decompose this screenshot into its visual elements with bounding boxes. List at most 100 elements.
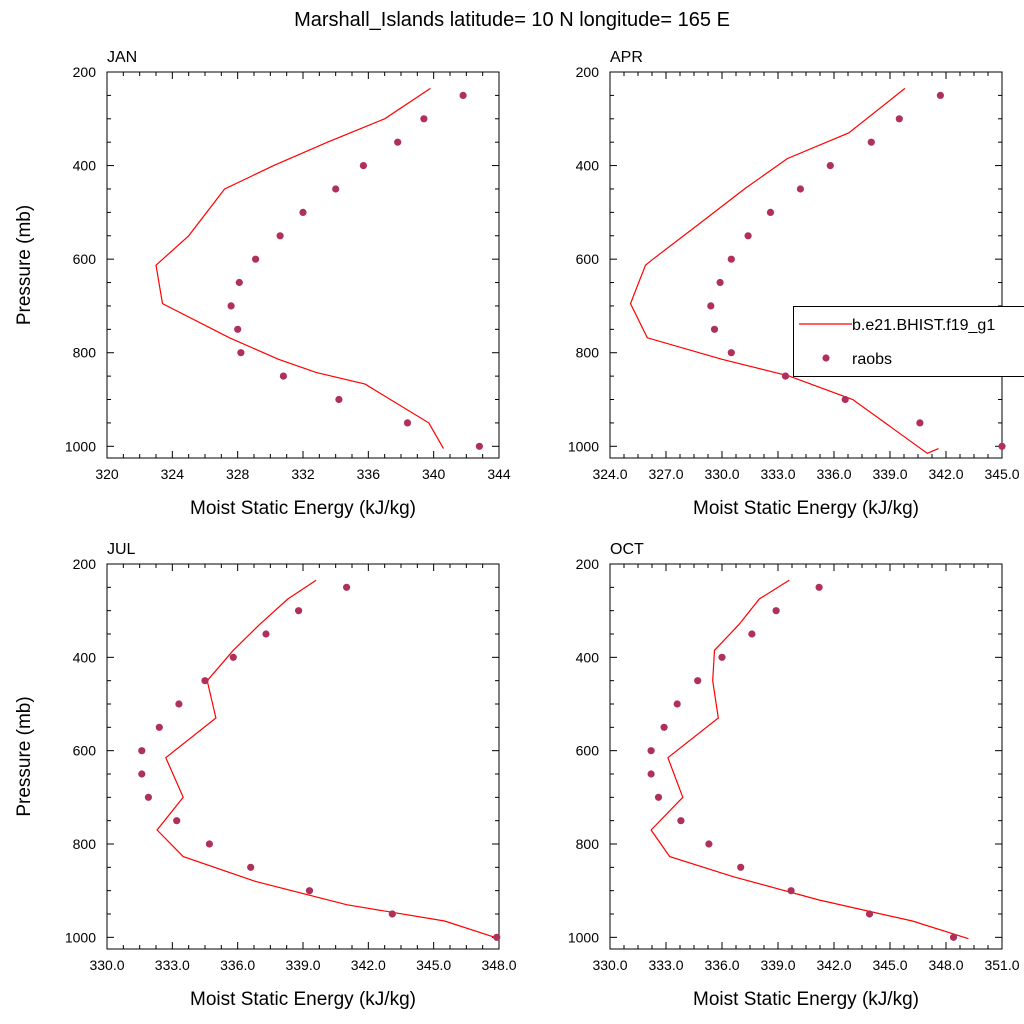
raobs-point bbox=[744, 232, 752, 240]
panel-label: OCT bbox=[610, 541, 644, 558]
raobs-point bbox=[936, 91, 945, 99]
y-axis-label: Pressure (mb) bbox=[14, 205, 35, 325]
raobs-point bbox=[748, 630, 756, 638]
panels: 320 324 328 332 336 340 344 200 400 600 800 1000 JAN… bbox=[14, 49, 1024, 1010]
x-tick-label: 333.0 bbox=[648, 957, 683, 973]
x-tick-label: 336.0 bbox=[220, 957, 255, 973]
raobs-point bbox=[229, 653, 237, 661]
raobs-point bbox=[295, 607, 303, 615]
raobs-point bbox=[895, 115, 903, 123]
x-tick-label: 320 bbox=[95, 466, 119, 482]
raobs-point bbox=[403, 419, 412, 427]
y-tick-label: 800 bbox=[73, 345, 97, 361]
x-tick-label: 333.0 bbox=[155, 957, 190, 973]
raobs-point bbox=[279, 372, 287, 380]
raobs-point bbox=[173, 817, 181, 825]
raobs-point bbox=[916, 419, 924, 427]
raobs-point bbox=[716, 278, 724, 287]
raobs-point bbox=[138, 770, 146, 778]
raobs-point bbox=[262, 630, 270, 638]
x-tick-label: 339.0 bbox=[285, 957, 320, 973]
y-tick-label: 200 bbox=[576, 556, 600, 572]
plot-frame bbox=[106, 563, 500, 950]
x-axis-label: Moist Static Energy (kJ/kg) bbox=[190, 989, 416, 1010]
y-tick-label: 800 bbox=[576, 836, 600, 852]
raobs-point bbox=[394, 138, 402, 146]
panel-label: JAN bbox=[107, 49, 137, 66]
x-tick-label: 339.0 bbox=[872, 466, 907, 482]
panel-jul: 330.0 333.0 336.0 339.0 342.0 345.0 348.0 200 40… bbox=[14, 541, 517, 1010]
y-tick-label: 400 bbox=[73, 649, 97, 665]
y-tick-label: 600 bbox=[576, 251, 600, 267]
raobs-point bbox=[237, 349, 245, 357]
raobs-point bbox=[459, 91, 467, 99]
raobs-point bbox=[201, 677, 209, 685]
raobs-point bbox=[865, 910, 874, 918]
raobs-point bbox=[677, 817, 685, 825]
legend-label-raobs: raobs bbox=[852, 351, 892, 368]
model-profile-line bbox=[155, 87, 445, 449]
raobs-point bbox=[949, 933, 958, 941]
x-tick-label: 336.0 bbox=[704, 957, 739, 973]
x-tick-label: 327.0 bbox=[648, 466, 683, 482]
x-tick-label: 342.0 bbox=[928, 466, 963, 482]
raobs-point bbox=[299, 208, 307, 216]
raobs-point bbox=[305, 887, 314, 895]
raobs-point bbox=[727, 255, 735, 263]
x-tick-label: 345.0 bbox=[984, 466, 1019, 482]
raobs-point bbox=[705, 840, 713, 848]
raobs-point bbox=[841, 395, 849, 404]
raobs-point bbox=[493, 933, 501, 941]
raobs-point bbox=[138, 747, 146, 755]
y-axis-label: Pressure (mb) bbox=[14, 696, 35, 816]
y-tick-label: 200 bbox=[73, 64, 97, 80]
panel-jan: 320 324 328 332 336 340 344 200 400 600 800 1000 JAN… bbox=[14, 49, 511, 519]
x-tick-label: 340 bbox=[422, 466, 446, 482]
y-tick-label: 1000 bbox=[65, 438, 96, 454]
raobs-point bbox=[826, 162, 834, 170]
x-tick-label: 348.0 bbox=[481, 957, 516, 973]
panel-label: APR bbox=[610, 49, 643, 66]
raobs-point bbox=[647, 747, 655, 755]
legend-marker-swatch bbox=[822, 354, 830, 362]
raobs-point bbox=[787, 887, 795, 895]
raobs-point bbox=[175, 700, 183, 708]
legend-label-model: b.e21.BHIST.f19_g1 bbox=[852, 317, 995, 334]
y-tick-label: 600 bbox=[576, 743, 600, 759]
plot-frame bbox=[106, 71, 500, 459]
x-tick-label: 324 bbox=[161, 466, 185, 482]
raobs-point bbox=[235, 278, 243, 287]
raobs-point bbox=[654, 793, 663, 801]
raobs-point bbox=[707, 302, 715, 310]
raobs-point bbox=[420, 115, 428, 123]
model-profile-line bbox=[156, 579, 500, 940]
raobs-point bbox=[727, 349, 735, 357]
panel-oct: 330.0 333.0 336.0 339.0 342.0 345.0 348.0 351.0… bbox=[568, 541, 1020, 1010]
raobs-point bbox=[205, 840, 213, 848]
x-tick-label: 330.0 bbox=[592, 957, 627, 973]
y-tick-label: 400 bbox=[576, 158, 600, 174]
x-tick-label: 328 bbox=[226, 466, 250, 482]
plot-frame bbox=[609, 71, 1003, 459]
y-tick-label: 1000 bbox=[568, 438, 599, 454]
panel-apr: 324.0 327.0 330.0 333.0 336.0 339.0 342.0 345.0… bbox=[568, 49, 1020, 519]
raobs-point bbox=[335, 395, 343, 404]
raobs-point bbox=[332, 185, 340, 193]
x-axis-label: Moist Static Energy (kJ/kg) bbox=[190, 498, 416, 519]
y-tick-label: 1000 bbox=[568, 929, 599, 945]
raobs-point bbox=[475, 442, 483, 450]
panel-label: JUL bbox=[107, 541, 136, 558]
y-tick-label: 400 bbox=[73, 158, 97, 174]
x-tick-label: 342.0 bbox=[351, 957, 386, 973]
x-axis-label: Moist Static Energy (kJ/kg) bbox=[693, 498, 919, 519]
raobs-point bbox=[867, 138, 875, 146]
raobs-point bbox=[252, 255, 260, 263]
x-axis-label: Moist Static Energy (kJ/kg) bbox=[693, 989, 919, 1010]
raobs-point bbox=[718, 653, 726, 661]
model-profile-line bbox=[629, 87, 939, 454]
x-tick-label: 344 bbox=[487, 466, 511, 482]
raobs-point bbox=[673, 700, 681, 708]
y-tick-label: 600 bbox=[73, 251, 97, 267]
